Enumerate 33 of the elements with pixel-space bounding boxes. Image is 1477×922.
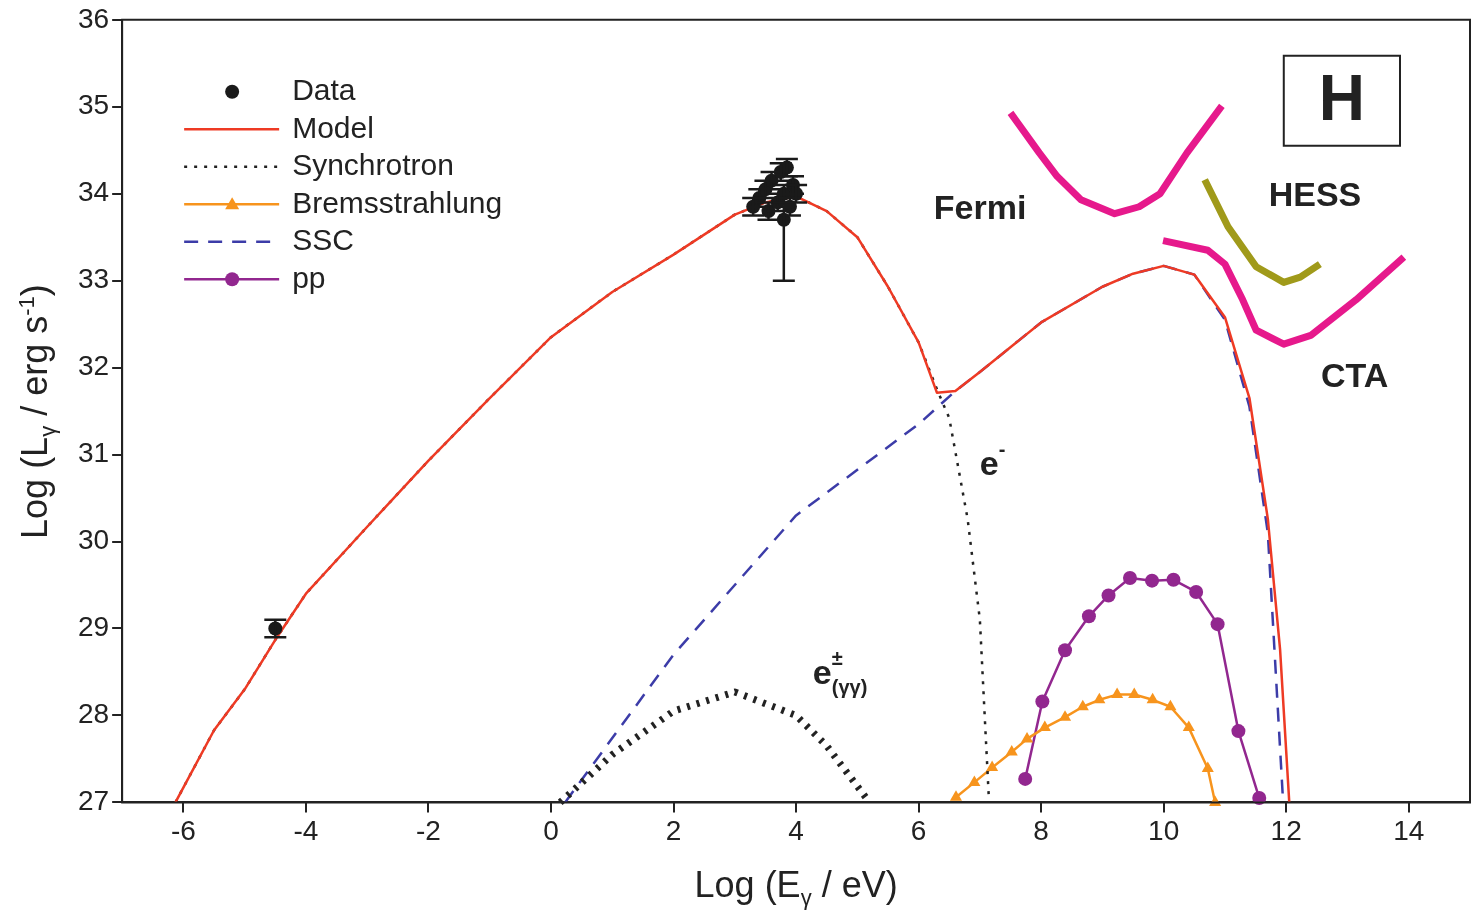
x-tick-label: -4 xyxy=(293,814,319,846)
x-tick-label: -2 xyxy=(416,814,441,846)
y-tick-label: 32 xyxy=(77,350,110,382)
legend-label: SSC xyxy=(292,223,354,257)
x-tick-label: 4 xyxy=(788,814,804,846)
y-tick-label: 33 xyxy=(77,263,110,295)
y-tick-label: 35 xyxy=(77,89,110,121)
x-tick-label: 6 xyxy=(910,814,927,846)
y-tick-label: 30 xyxy=(77,524,110,556)
x-tick-label: 10 xyxy=(1148,814,1180,846)
annotation: CTA xyxy=(1321,355,1389,394)
legend-label: Bremsstrahlung xyxy=(292,185,503,219)
y-tick-label: 31 xyxy=(77,437,110,469)
y-tick-label: 36 xyxy=(77,2,110,34)
x-tick-label: 2 xyxy=(665,814,682,846)
x-tick-label: 14 xyxy=(1393,814,1425,846)
legend-label: Synchrotron xyxy=(292,148,454,182)
annotation: e- xyxy=(979,438,1006,483)
annotation: HESS xyxy=(1268,175,1362,214)
x-tick-label: 0 xyxy=(543,814,559,846)
y-tick-label: 28 xyxy=(77,698,110,730)
annotation: H xyxy=(1318,62,1365,135)
x-tick-label: 8 xyxy=(1033,814,1049,846)
y-tick-label: 27 xyxy=(77,785,110,817)
x-tick-label: 12 xyxy=(1270,814,1302,846)
x-axis-title: Log (E$_{γ}$ / eV) xyxy=(694,864,898,912)
y-tick-label: 34 xyxy=(77,176,110,208)
annotation: Fermi xyxy=(933,187,1027,226)
legend-label: Data xyxy=(292,73,356,107)
y-tick-label: 29 xyxy=(77,611,110,643)
legend-label: Model xyxy=(292,110,374,144)
legend-label: pp xyxy=(292,260,326,294)
x-tick-label: -6 xyxy=(170,814,196,846)
